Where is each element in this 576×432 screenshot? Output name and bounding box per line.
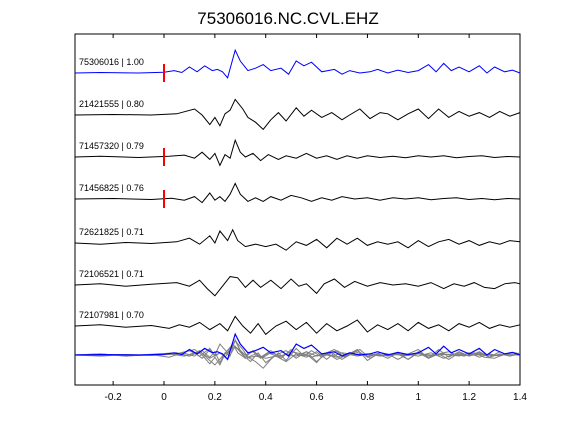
trace-line-6 [74, 276, 521, 297]
x-tick-label: 1 [416, 392, 422, 403]
trace-label-4: 71456825 | 0.76 [79, 183, 144, 193]
x-tick-label: -0.2 [105, 392, 123, 403]
trace-label-6: 72106521 | 0.71 [79, 269, 144, 279]
trace-label-2: 21421555 | 0.80 [79, 99, 144, 109]
trace-line-4 [74, 182, 521, 204]
trace-line-7 [74, 315, 521, 336]
x-tick-label: 0.8 [360, 392, 374, 403]
trace-label-5: 72621825 | 0.71 [79, 227, 144, 237]
x-tick-label: 0.6 [310, 392, 324, 403]
stacked-overlay [74, 332, 521, 369]
x-tick-label: 0 [161, 392, 167, 403]
plot-frame [74, 33, 521, 386]
trace-line-2 [74, 98, 521, 131]
x-tick-label: 0.2 [208, 392, 222, 403]
trace-label-1: 75306016 | 1.00 [79, 57, 144, 67]
x-tick-label: 1.4 [513, 392, 527, 403]
stack-trace-1 [74, 332, 521, 361]
trace-line-1 [74, 48, 521, 79]
trace-line-5 [74, 228, 521, 251]
trace-label-7: 72107981 | 0.70 [79, 310, 144, 320]
chart-title: 75306016.NC.CVL.EHZ [197, 9, 378, 28]
trace-label-3: 71457320 | 0.79 [79, 141, 144, 151]
x-axis: -0.2 0 0.2 0.4 0.6 0.8 1 1.2 1.4 [105, 34, 527, 403]
stack-trace-2 [74, 339, 521, 369]
x-tick-label: 0.4 [259, 392, 273, 403]
stack-trace-5 [74, 341, 521, 363]
x-tick-label: 1.2 [462, 392, 476, 403]
trace-line-3 [74, 138, 521, 167]
trace-group: 75306016 | 1.00 21421555 | 0.80 71457320 |… [74, 48, 521, 336]
